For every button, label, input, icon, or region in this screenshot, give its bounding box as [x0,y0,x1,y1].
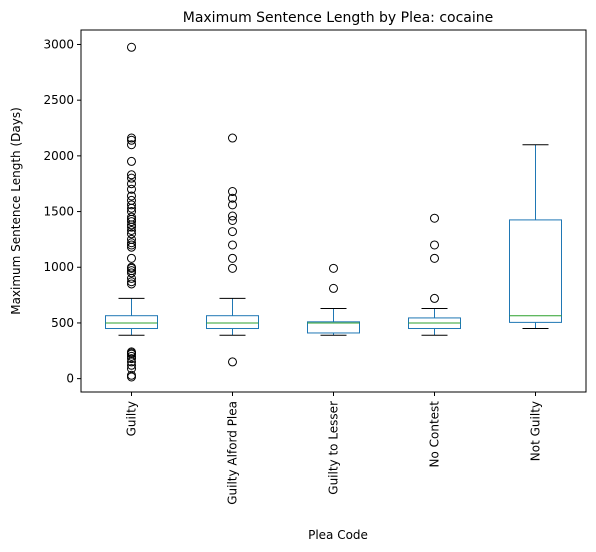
outlier-point [228,200,237,210]
x-tick-label: Not Guilty [529,401,543,461]
outlier-point [228,253,237,263]
iqr-box [509,219,562,323]
outlier-point [127,200,136,210]
outlier-point [228,227,237,237]
outlier-point [430,293,439,303]
outlier-point [228,187,237,197]
outlier-point [228,263,237,273]
y-tick-label: 1500 [43,205,74,219]
outlier-point [127,279,136,289]
y-axis-label: Maximum Sentence Length (Days) [9,107,23,315]
outlier-point [329,283,338,293]
outlier-point [127,268,136,278]
box-group [408,213,461,336]
outlier-point [430,240,439,250]
y-tick-label: 3000 [43,37,74,51]
outlier-point [127,273,136,283]
box-group [509,144,562,330]
outlier-point [127,277,136,287]
outlier-point [127,360,136,370]
outlier-point [127,184,136,194]
chart-title: Maximum Sentence Length by Plea: cocaine [183,10,494,26]
box-group [206,133,259,367]
outlier-point [127,225,136,235]
outlier-point [127,263,136,273]
outlier-point [430,253,439,263]
outlier-point [127,238,136,248]
outlier-point [127,133,136,143]
outlier-point [329,263,338,273]
outlier-point [127,173,136,183]
outlier-point [127,240,136,250]
x-tick-label: Guilty to Lesser [327,401,341,495]
iqr-box [307,321,360,334]
outlier-point [127,242,136,252]
y-tick-label: 2500 [43,93,74,107]
y-tick-label: 500 [51,316,74,330]
iqr-box [105,315,158,330]
y-tick-label: 2000 [43,149,74,163]
outlier-point [127,170,136,180]
outlier-point [127,372,136,382]
outlier-point [228,357,237,367]
outlier-point [127,156,136,166]
outlier-point [228,211,237,221]
box-group [307,263,360,336]
outlier-point [127,191,136,201]
box-group [105,42,158,382]
iqr-box [206,315,259,330]
outlier-point [127,135,136,145]
plot-area [105,42,562,382]
outlier-point [127,217,136,227]
outlier-point [127,42,136,52]
y-tick-label: 0 [66,372,74,386]
outlier-point [228,133,237,143]
outlier-point [127,351,136,361]
outlier-point [127,203,136,213]
x-tick-label: Guilty [125,401,139,436]
axes-frame [80,29,587,393]
outlier-point [127,253,136,263]
outlier-point [430,213,439,223]
outlier-point [228,215,237,225]
outlier-point [127,354,136,364]
outlier-point [127,220,136,230]
outlier-point [127,222,136,232]
outlier-point [127,229,136,239]
outlier-point [127,140,136,150]
x-tick-label: Guilty Alford Plea [226,401,240,505]
x-tick-label: No Contest [428,401,442,468]
outlier-point [127,179,136,189]
x-axis-label: Plea Code [308,528,368,542]
y-tick-label: 1000 [43,260,74,274]
outlier-point [228,240,237,250]
outlier-point [127,357,136,367]
outlier-point [228,193,237,203]
